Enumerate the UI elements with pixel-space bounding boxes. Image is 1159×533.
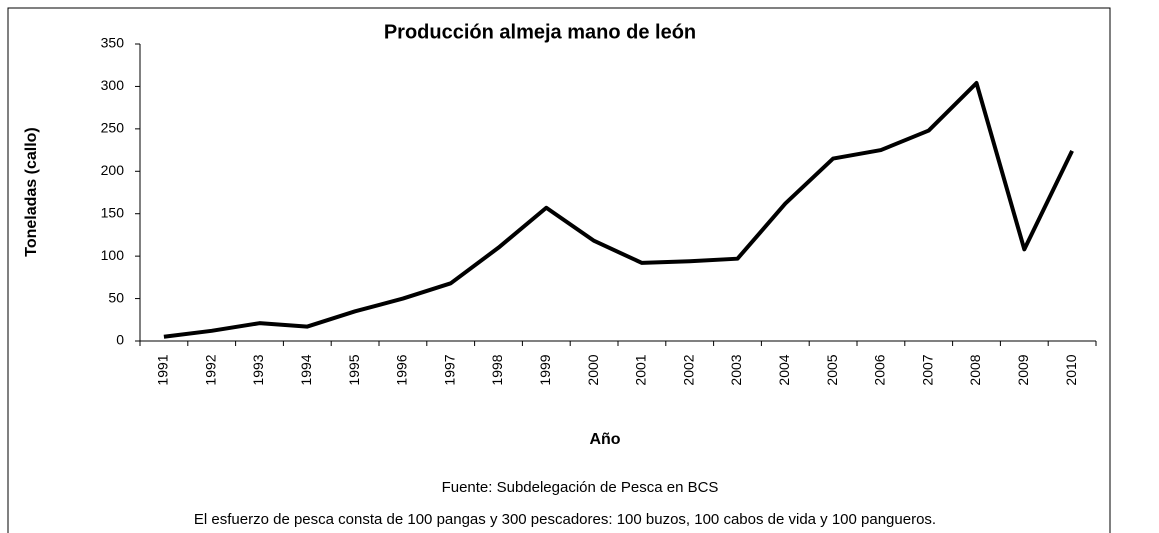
x-tick-label: 2007 xyxy=(919,354,935,385)
chart-title: Producción almeja mano de león xyxy=(384,21,696,43)
x-tick-label: 1999 xyxy=(537,354,553,385)
x-tick-label: 1996 xyxy=(394,354,410,385)
x-tick-label: 1994 xyxy=(298,354,314,385)
x-tick-label: 2009 xyxy=(1015,354,1031,385)
y-axis-label: Toneladas (callo) xyxy=(23,127,40,257)
x-tick-label: 2004 xyxy=(776,354,792,385)
x-tick-label: 1991 xyxy=(155,354,171,385)
x-tick-label: 1993 xyxy=(250,354,266,385)
line-series xyxy=(163,81,1074,339)
x-tick-label: 1995 xyxy=(346,354,362,385)
chart-border xyxy=(7,7,1111,533)
y-tick-label: 0 xyxy=(116,332,124,348)
x-tick-label: 2005 xyxy=(824,354,840,385)
source: Fuente: Subdelegación de Pesca en BCS xyxy=(442,479,719,496)
y-tick-label: 50 xyxy=(108,289,124,305)
x-tick-label: 2000 xyxy=(585,354,601,385)
x-tick-label: 2010 xyxy=(1063,354,1079,385)
x-tick-label: 2002 xyxy=(680,354,696,385)
x-tick-label: 2003 xyxy=(728,354,744,385)
y-tick-label: 250 xyxy=(101,120,125,136)
x-axis-label: Año xyxy=(589,431,620,448)
y-tick-label: 300 xyxy=(101,77,125,93)
x-tick-label: 1998 xyxy=(489,354,505,385)
x-tick-label: 2006 xyxy=(872,354,888,385)
y-tick-label: 200 xyxy=(101,162,125,178)
x-tick-label: 1992 xyxy=(202,354,218,385)
x-tick-label: 1997 xyxy=(441,354,457,385)
y-tick-label: 150 xyxy=(101,204,125,220)
note: El esfuerzo de pesca consta de 100 panga… xyxy=(194,511,936,528)
x-tick-label: 2001 xyxy=(633,354,649,385)
x-tick-label: 2008 xyxy=(967,354,983,385)
y-tick-label: 100 xyxy=(101,247,125,263)
y-tick-label: 350 xyxy=(101,35,125,51)
